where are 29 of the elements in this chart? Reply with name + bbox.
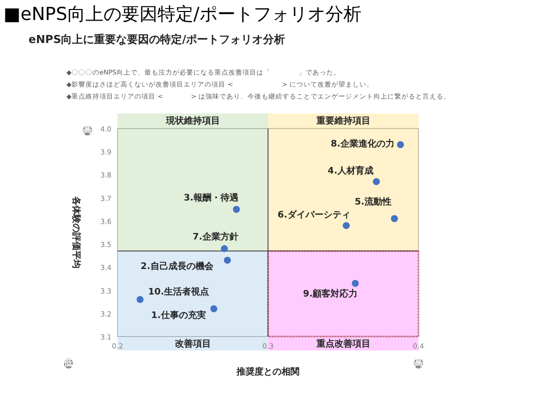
y-axis-title: 各体験の評価平均 [70,196,82,268]
chart-subtitle: eNPS向上に重要な要因の特定/ポートフォリオ分析 [28,33,286,46]
point [352,280,359,287]
point [342,222,350,230]
band-label: 改善項目 [174,338,211,350]
band-label: 重点改善項目 [315,338,370,350]
annotation: 4.人材育成 [328,164,374,177]
point [396,141,404,148]
annotation: 1.仕事の充実 [151,310,206,321]
annotation: 3.報酬・待遇 [184,192,240,204]
point [372,178,380,186]
point [210,305,218,312]
annotation: 9.顧客対応力 [302,288,358,300]
annotation: 8.企業進化の力 [330,138,394,150]
band-label: 重要維持項目 [315,116,370,126]
chart-title: ■eNPS向上の要因特定/ポートフォリオ分析 [4,4,362,25]
band-label: 現状維持項目 [164,116,220,126]
annotation: 7.企業方針 [192,232,238,243]
annotation: 5.流動性 [354,196,392,208]
annotation: 6.ダイバーシティ [278,210,350,221]
point [224,256,231,264]
point [136,296,144,304]
point [390,215,398,222]
text: 低 [63,358,73,368]
point [232,206,240,213]
annotation: 2.自己成長の機会 [140,261,214,272]
x-axis-title: 推奨度との相関 [236,366,300,378]
point [220,245,228,252]
annotation: 10.生活者視点 [148,286,210,298]
